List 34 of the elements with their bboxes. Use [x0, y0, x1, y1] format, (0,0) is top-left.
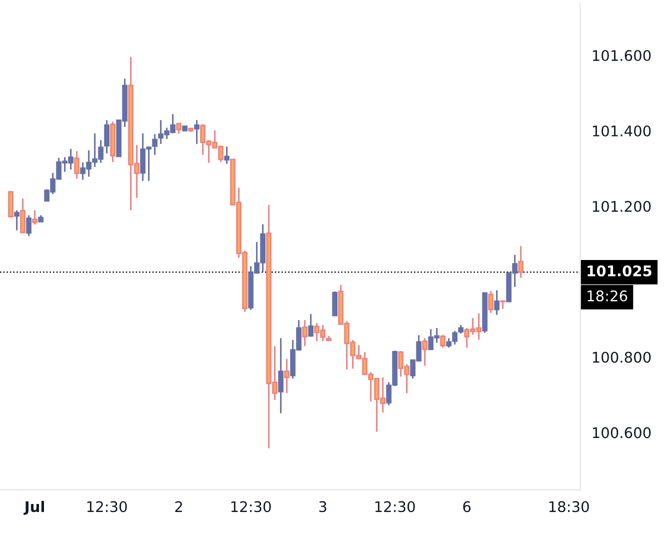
candlestick — [488, 290, 494, 314]
x-tick-label: 6 — [463, 501, 471, 512]
x-tick-label: 12:30 — [87, 501, 127, 512]
y-tick-label: 101.200 — [592, 200, 651, 212]
candlestick — [224, 146, 230, 165]
candlestick — [308, 313, 314, 338]
x-tick-label: 12:30 — [375, 501, 415, 512]
x-tick-label: Jul — [24, 500, 44, 515]
x-tick-label: 3 — [319, 501, 326, 512]
candlestick — [176, 122, 182, 135]
candlestick — [74, 150, 80, 180]
y-tick-label: 101.400 — [592, 125, 651, 136]
candlestick — [104, 119, 110, 154]
candlestick — [332, 290, 338, 316]
candlestick — [422, 337, 428, 366]
y-tick-label: 101.600 — [592, 50, 651, 62]
y-tick-label: 100.600 — [592, 427, 651, 438]
candlestick — [440, 334, 446, 348]
candlestick — [302, 319, 308, 347]
candlestick — [32, 210, 38, 226]
y-tick-label: 100.800 — [592, 352, 651, 363]
candlestick — [278, 337, 284, 414]
candlestick — [494, 290, 500, 316]
candlestick — [194, 119, 200, 145]
x-tick-label: 12:30 — [231, 501, 271, 512]
candlestick — [20, 198, 26, 234]
candlestick — [26, 214, 32, 237]
candlestick — [518, 245, 524, 279]
text: 18:26 — [588, 290, 628, 302]
candlestick — [284, 358, 290, 394]
x-tick-label: 2 — [175, 501, 182, 512]
x-tick-label: 18:30 — [549, 501, 589, 512]
candlestick — [14, 210, 20, 232]
ref-line-label: 101.025 — [588, 265, 652, 276]
